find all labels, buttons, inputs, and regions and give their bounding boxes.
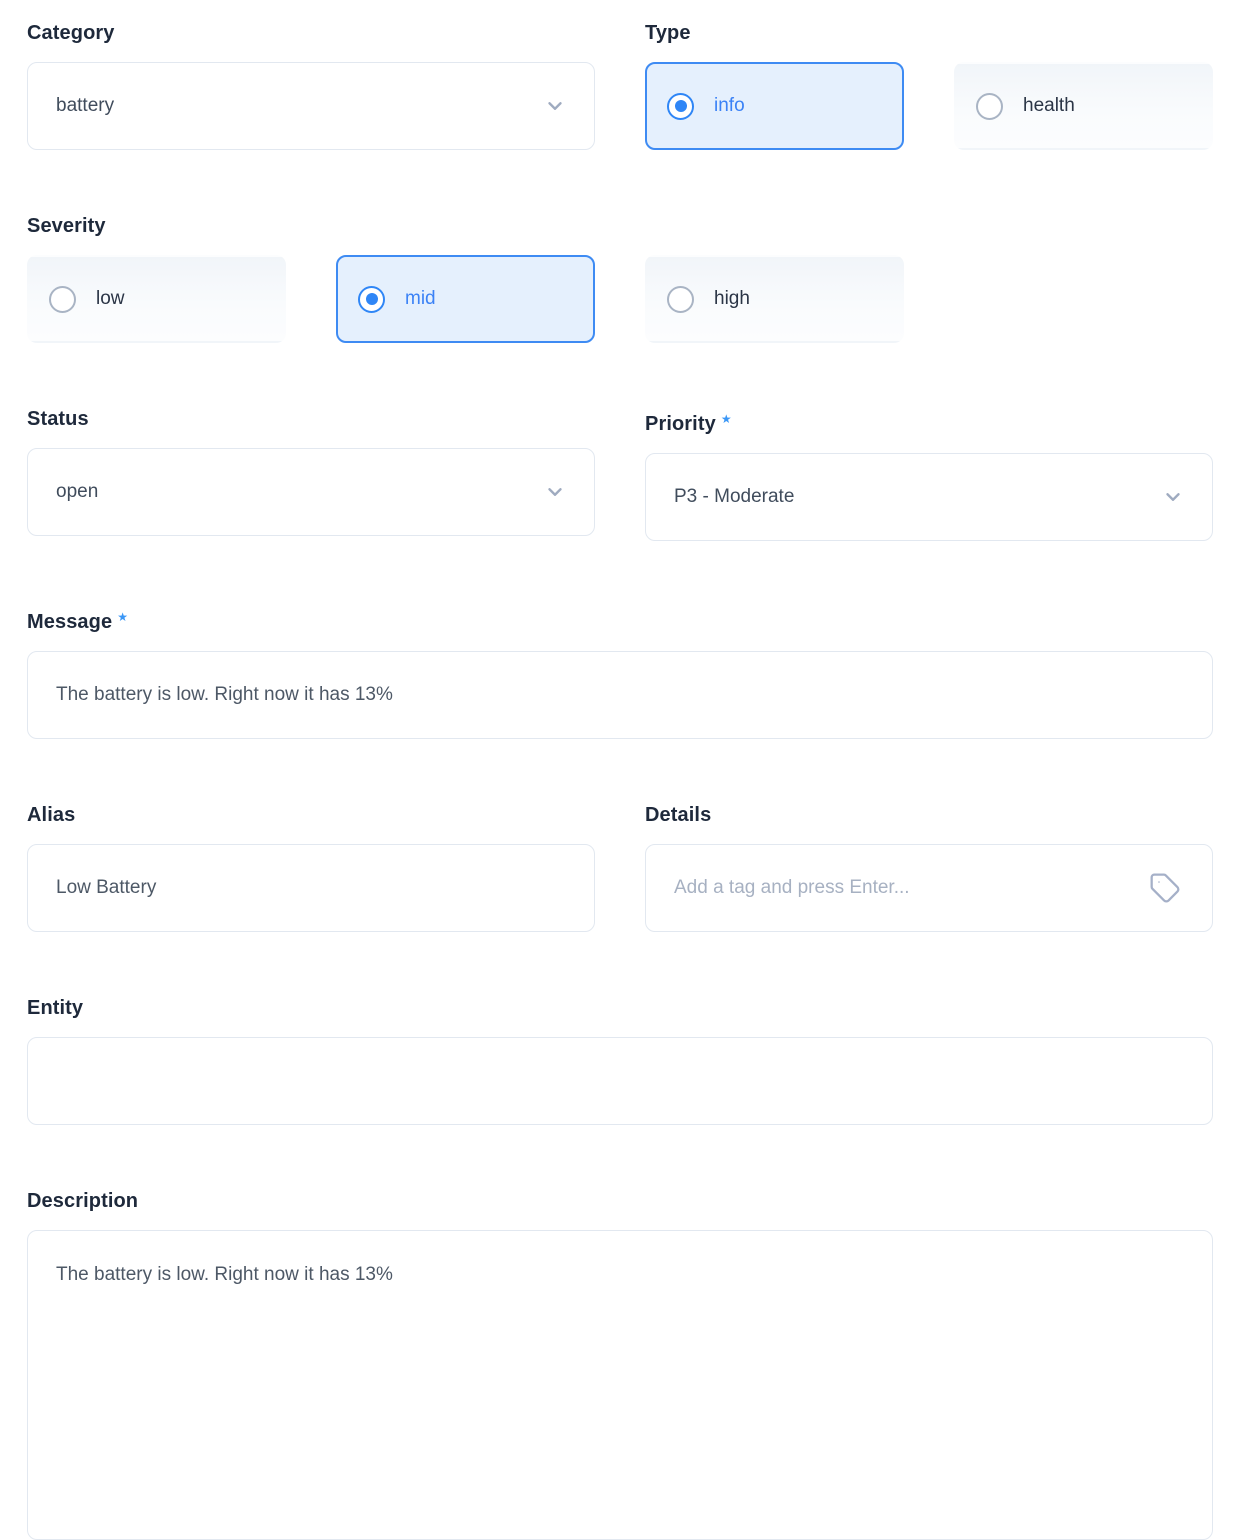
field-message: Message ★ <box>27 604 1213 739</box>
chevron-down-icon <box>548 488 562 496</box>
field-severity: Severity low mid high <box>27 213 1213 343</box>
row-severity: Severity low mid high <box>27 213 1213 343</box>
required-star-icon: ★ <box>720 412 732 426</box>
severity-option-high[interactable]: high <box>645 255 904 343</box>
severity-options: low mid high <box>27 255 1213 343</box>
required-star-icon: ★ <box>117 610 129 624</box>
details-label: Details <box>645 804 712 826</box>
chevron-down-icon <box>1166 493 1180 501</box>
alias-label: Alias <box>27 804 76 826</box>
severity-option-mid-label: mid <box>405 288 436 309</box>
severity-option-high-label: high <box>714 288 750 309</box>
field-priority: Priority ★ P3 - Moderate <box>645 406 1213 541</box>
row-message: Message ★ <box>27 604 1213 739</box>
category-label: Category <box>27 22 115 44</box>
field-type: Type info health <box>645 20 1213 150</box>
radio-checked-icon <box>667 92 694 120</box>
type-label: Type <box>645 22 691 44</box>
row-status-priority: Status open Priority ★ P3 - Moderate <box>27 406 1213 541</box>
type-options: info health <box>645 62 1213 150</box>
status-select-value: open <box>56 481 99 502</box>
field-entity: Entity <box>27 995 1213 1125</box>
message-label: Message ★ <box>27 610 129 633</box>
alias-input[interactable] <box>27 844 595 932</box>
severity-option-low-label: low <box>96 288 125 309</box>
status-select[interactable]: open <box>27 448 595 536</box>
radio-checked-icon <box>358 285 385 313</box>
category-select[interactable]: battery <box>27 62 595 150</box>
severity-option-mid[interactable]: mid <box>336 255 595 343</box>
radio-unchecked-icon <box>49 285 76 313</box>
details-tag-input[interactable] <box>645 844 1213 932</box>
row-category-type: Category battery Type info health <box>27 20 1213 150</box>
type-option-health[interactable]: health <box>954 62 1213 150</box>
description-textarea[interactable]: The battery is low. Right now it has 13% <box>27 1230 1213 1540</box>
category-select-value: battery <box>56 95 115 116</box>
field-details: Details <box>645 802 1213 932</box>
priority-select[interactable]: P3 - Moderate <box>645 453 1213 541</box>
entity-input[interactable] <box>27 1037 1213 1125</box>
field-alias: Alias <box>27 802 595 932</box>
field-description: Description The battery is low. Right no… <box>27 1188 1213 1540</box>
priority-label: Priority ★ <box>645 412 732 435</box>
radio-unchecked-icon <box>667 285 694 313</box>
field-category: Category battery <box>27 20 595 150</box>
chevron-down-icon <box>548 102 562 110</box>
entity-label: Entity <box>27 997 84 1019</box>
description-label: Description <box>27 1190 139 1212</box>
row-description: Description The battery is low. Right no… <box>27 1188 1213 1540</box>
details-input-wrap <box>645 844 1213 932</box>
severity-option-low[interactable]: low <box>27 255 286 343</box>
type-option-health-label: health <box>1023 95 1075 116</box>
message-input[interactable] <box>27 651 1213 739</box>
status-label: Status <box>27 408 89 430</box>
type-option-info[interactable]: info <box>645 62 904 150</box>
field-status: Status open <box>27 406 595 541</box>
row-entity: Entity <box>27 995 1213 1125</box>
type-option-info-label: info <box>714 95 745 116</box>
radio-unchecked-icon <box>976 92 1003 120</box>
row-alias-details: Alias Details <box>27 802 1213 932</box>
priority-select-value: P3 - Moderate <box>674 486 795 507</box>
severity-label: Severity <box>27 215 106 237</box>
